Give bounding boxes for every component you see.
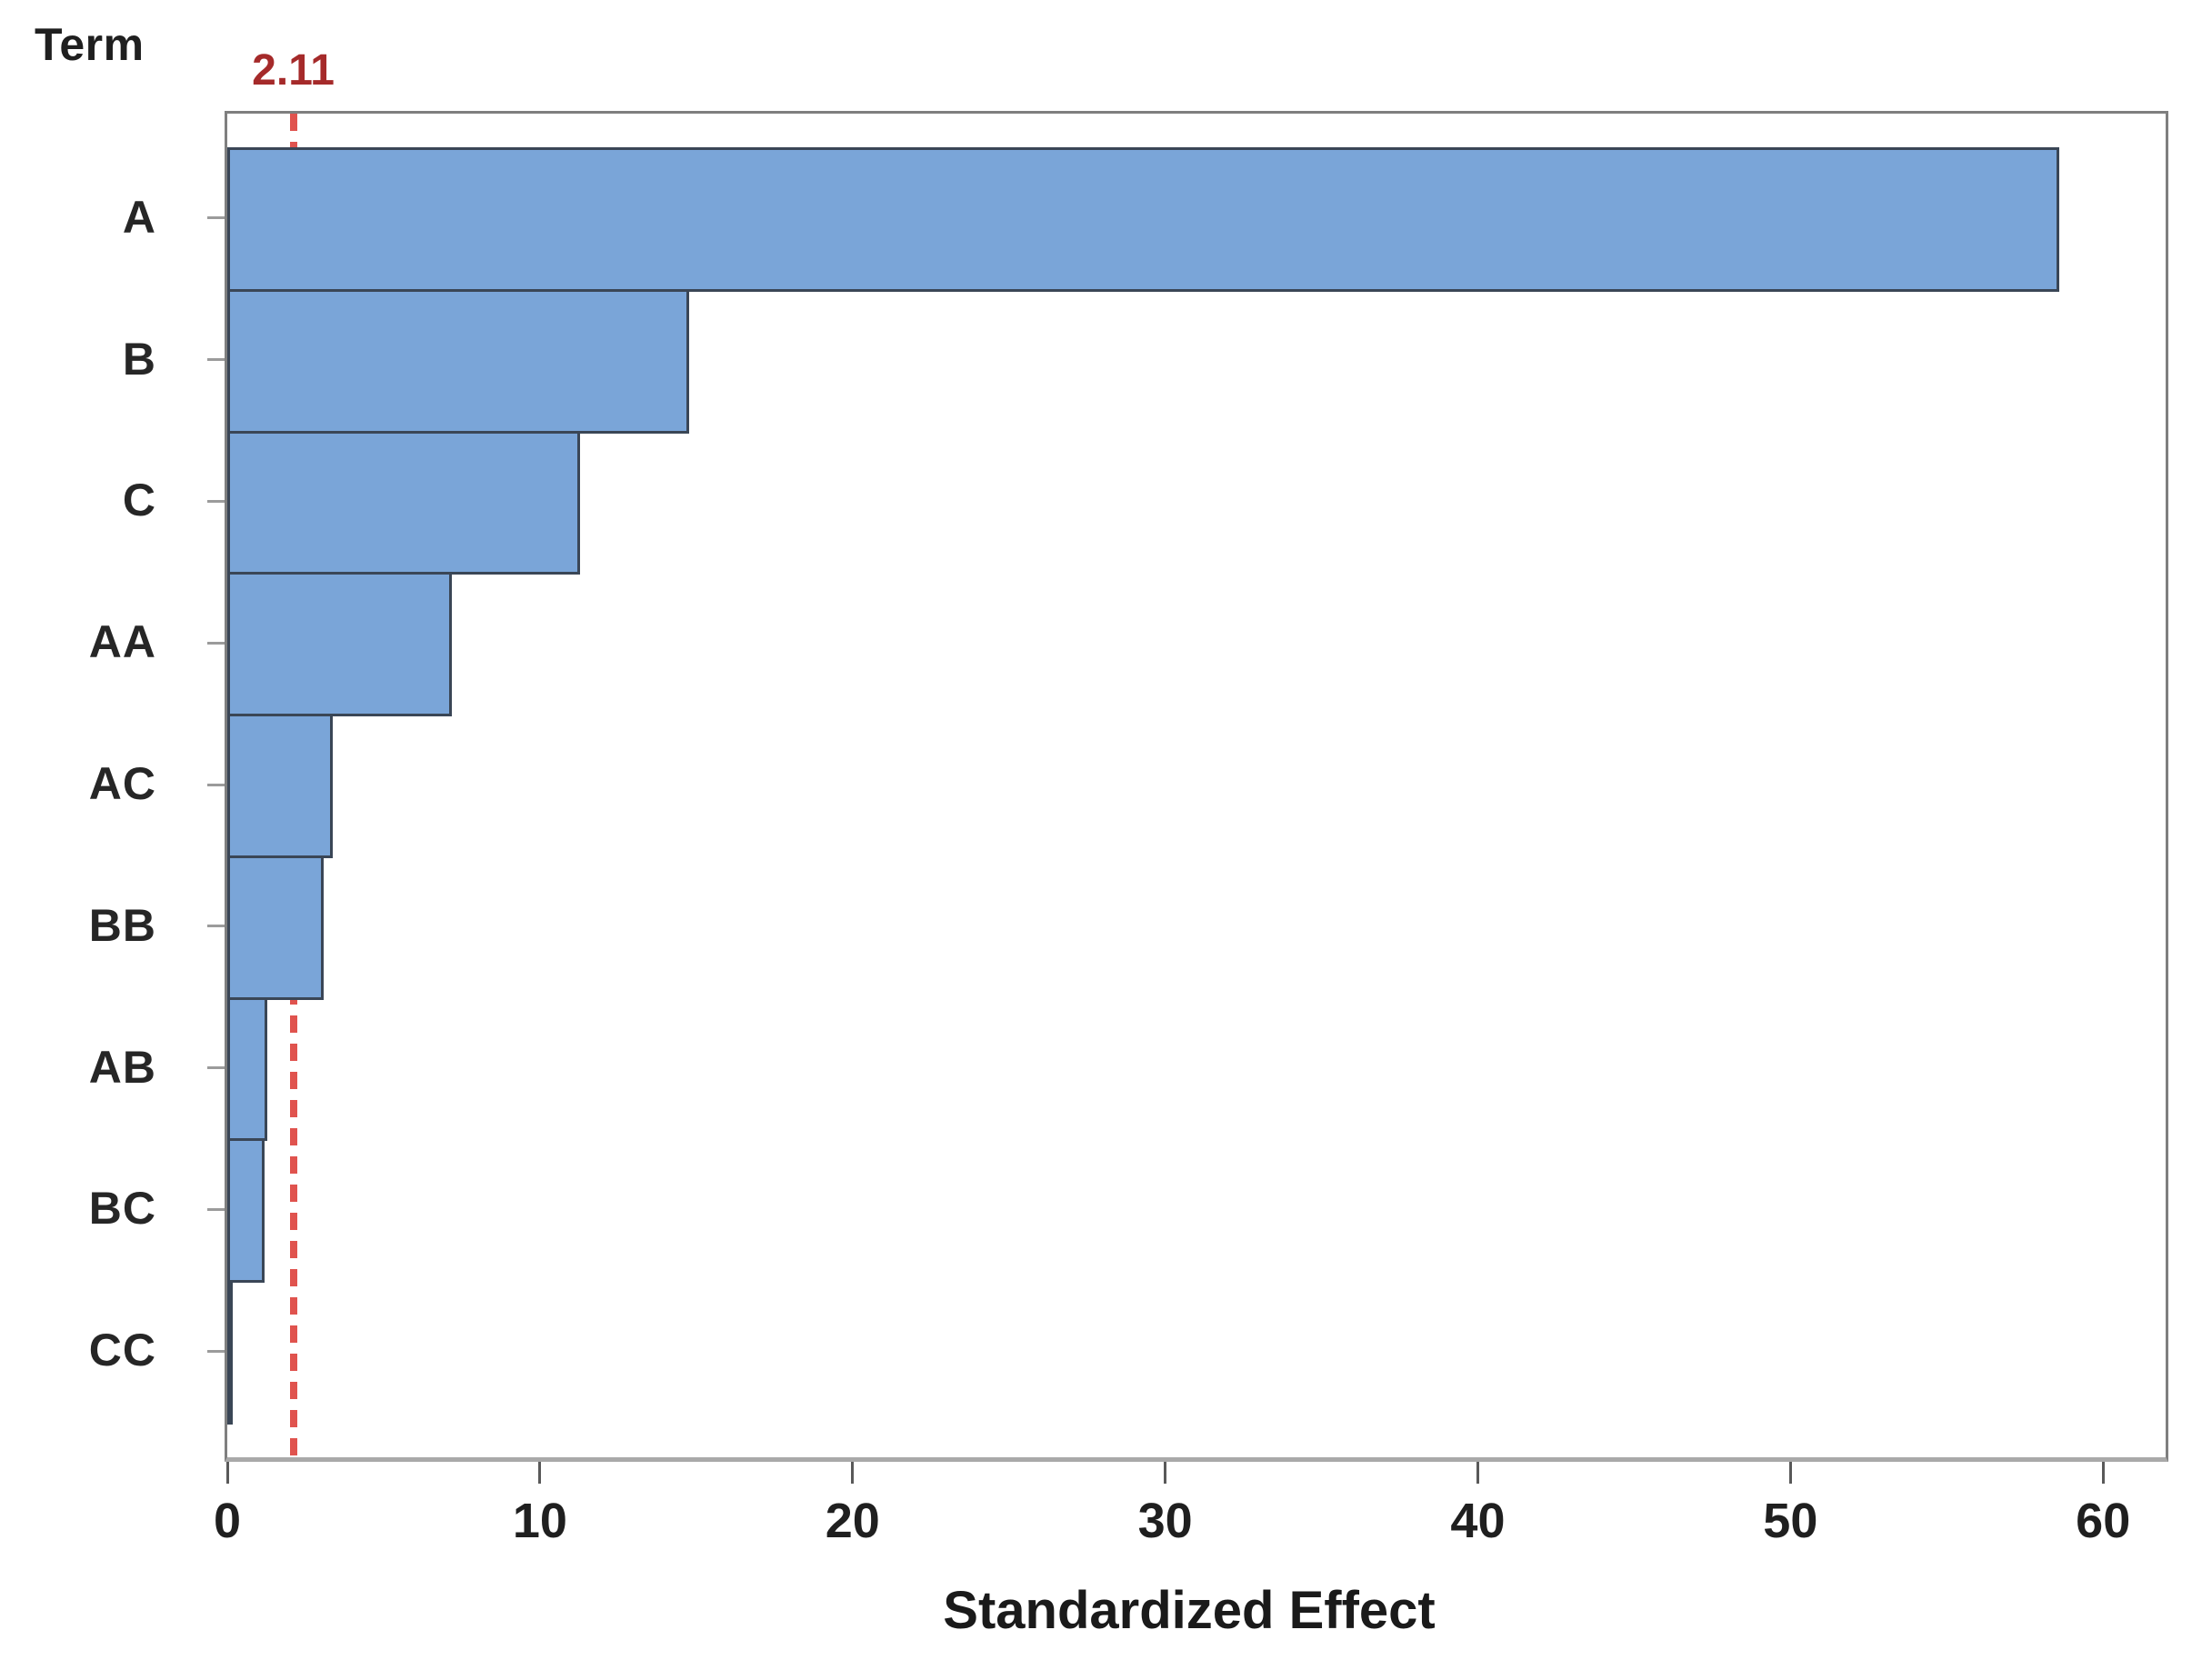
x-tick-label-40: 40 <box>1450 1494 1506 1548</box>
y-tick-AC <box>207 783 225 786</box>
bar-CC <box>227 1280 234 1425</box>
x-axis-title: Standardized Effect <box>943 1581 1436 1640</box>
x-tick-label-10: 10 <box>512 1494 567 1548</box>
x-tick-10 <box>538 1462 542 1484</box>
y-label-AC: AC <box>88 757 156 809</box>
x-tick-label-20: 20 <box>825 1494 880 1548</box>
y-label-B: B <box>122 333 156 385</box>
bar-BB <box>227 855 325 1000</box>
y-label-A: A <box>122 191 156 243</box>
y-label-BB: BB <box>88 899 156 951</box>
y-axis-category-labels: A B C AA AC BB AB BC CC <box>0 114 164 1457</box>
x-tick-60 <box>2101 1462 2105 1484</box>
reference-line-value-label: 2.11 <box>252 46 335 95</box>
y-tick-A <box>207 216 225 220</box>
x-tick-20 <box>851 1462 855 1484</box>
y-tick-AB <box>207 1066 225 1070</box>
x-tick-30 <box>1164 1462 1167 1484</box>
y-label-C: C <box>122 475 156 526</box>
y-tick-B <box>207 358 225 362</box>
bar-B <box>227 288 690 434</box>
x-tick-label-50: 50 <box>1763 1494 1818 1548</box>
y-tick-AA <box>207 641 225 645</box>
bar-AB <box>227 996 268 1142</box>
x-tick-label-0: 0 <box>213 1494 242 1548</box>
y-tick-CC <box>207 1349 225 1353</box>
y-axis-title: Term <box>35 19 145 70</box>
x-tick-50 <box>1788 1462 1792 1484</box>
x-tick-0 <box>225 1462 229 1484</box>
bar-BC <box>227 1138 265 1284</box>
y-label-BC: BC <box>88 1183 156 1235</box>
y-label-AB: AB <box>88 1041 156 1093</box>
y-tick-BB <box>207 925 225 928</box>
y-label-AA: AA <box>88 616 156 668</box>
x-tick-40 <box>1476 1462 1479 1484</box>
x-tick-label-60: 60 <box>2076 1494 2131 1548</box>
y-tick-C <box>207 499 225 503</box>
x-axis: 0 10 20 30 40 50 60 <box>214 1462 2166 1589</box>
bar-A <box>227 147 2059 292</box>
y-label-CC: CC <box>88 1324 156 1375</box>
bar-C <box>227 430 581 575</box>
y-tick-BC <box>207 1207 225 1211</box>
bar-AA <box>227 572 453 717</box>
plot-area <box>207 111 2168 1462</box>
x-tick-label-30: 30 <box>1137 1494 1193 1548</box>
bar-AC <box>227 714 334 858</box>
